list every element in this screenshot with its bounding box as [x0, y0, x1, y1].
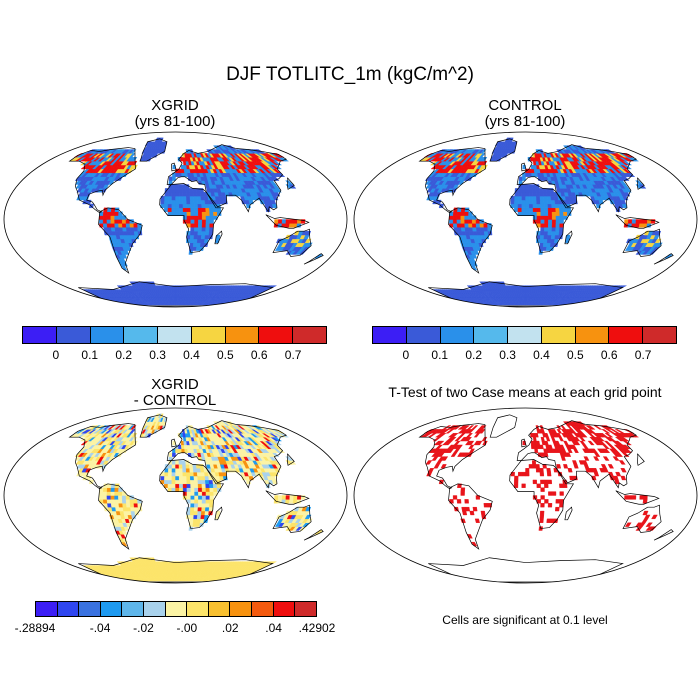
colorbar-tick-label: 0.2 — [465, 348, 482, 362]
colorbar-swatch — [23, 327, 57, 343]
colorbar-tick-label: -.28894 — [14, 621, 56, 635]
colorbar-swatch — [187, 602, 209, 616]
colorbar-tick-label: -.04 — [89, 621, 111, 635]
difference-colorbar — [35, 601, 317, 617]
colorbar-tick-label: 0.3 — [499, 348, 516, 362]
figure-title: DJF TOTLITC_1m (kgC/m^2) — [226, 64, 474, 85]
colorbar-tick-label: 0.2 — [115, 348, 132, 362]
colorbar-swatch — [36, 602, 58, 616]
difference-panel-title: XGRID - CONTROL — [35, 377, 315, 409]
colorbar-swatch — [225, 327, 260, 343]
colorbar-tick-label: 0.7 — [284, 348, 302, 362]
colorbar-swatch — [373, 327, 407, 343]
colorbar-swatch — [158, 327, 192, 343]
control-colorbar — [372, 326, 677, 344]
colorbar-swatch — [122, 602, 145, 616]
xgrid-colorbar — [22, 326, 327, 344]
colorbar-swatch — [508, 327, 542, 343]
colorbar-swatch — [259, 327, 294, 343]
colorbar-swatch — [273, 602, 296, 616]
ttest-map-grid — [353, 407, 698, 584]
colorbar-tick-label: -.02 — [133, 621, 154, 635]
colorbar-swatch — [293, 327, 327, 343]
colorbar-swatch — [609, 327, 644, 343]
colorbar-swatch — [643, 327, 677, 343]
colorbar-swatch — [90, 327, 125, 343]
colorbar-tick-label: .02 — [221, 621, 239, 635]
colorbar-tick-label: 0.5 — [216, 348, 234, 362]
colorbar-swatch — [165, 602, 188, 616]
ttest-title-line1: T-Test of two Case means at each grid po… — [388, 384, 662, 400]
colorbar-swatch — [252, 602, 274, 616]
control-panel-title: CONTROL (yrs 81-100) — [385, 98, 665, 130]
colorbar-swatch — [295, 602, 316, 616]
colorbar-tick-label: -.00 — [176, 621, 198, 635]
control-title-line2: (yrs 81-100) — [484, 113, 566, 130]
ttest-panel-title: T-Test of two Case means at each grid po… — [352, 384, 698, 400]
colorbar-swatch — [100, 602, 123, 616]
colorbar-tick-label: 0 — [52, 348, 60, 362]
colorbar-swatch — [124, 327, 159, 343]
colorbar-swatch — [57, 602, 80, 616]
colorbar-swatch — [440, 327, 475, 343]
colorbar-tick-label: 0.1 — [431, 348, 449, 362]
colorbar-tick-label: .42902 — [298, 621, 336, 635]
colorbar-tick-label: 0.3 — [149, 348, 166, 362]
colorbar-tick-label: 0 — [402, 348, 410, 362]
difference-title-line1: XGRID — [151, 376, 199, 393]
colorbar-swatch — [230, 602, 253, 616]
colorbar-tick-label: 0.4 — [183, 348, 200, 362]
colorbar-tick-label: 0.4 — [533, 348, 550, 362]
difference-map-grid — [3, 407, 348, 584]
xgrid-title-line2: (yrs 81-100) — [134, 113, 216, 130]
xgrid-map-grid — [3, 131, 348, 308]
control-map-grid — [353, 131, 698, 308]
colorbar-swatch — [575, 327, 610, 343]
colorbar-tick-label: 0.5 — [566, 348, 584, 362]
colorbar-swatch — [144, 602, 166, 616]
colorbar-swatch — [406, 327, 441, 343]
colorbar-tick-label: 0.7 — [634, 348, 652, 362]
colorbar-swatch — [191, 327, 226, 343]
control-title-line1: CONTROL — [488, 97, 562, 114]
colorbar-tick-label: 0.6 — [600, 348, 618, 362]
colorbar-tick-label: .04 — [265, 621, 282, 635]
colorbar-swatch — [79, 602, 101, 616]
significance-footnote: Cells are significant at 0.1 level — [442, 613, 608, 627]
colorbar-tick-label: 0.6 — [250, 348, 268, 362]
colorbar-swatch — [56, 327, 91, 343]
colorbar-swatch — [208, 602, 231, 616]
difference-title-line2: - CONTROL — [133, 392, 217, 409]
xgrid-panel-title: XGRID (yrs 81-100) — [35, 98, 315, 130]
colorbar-tick-label: 0.1 — [81, 348, 99, 362]
xgrid-title-line1: XGRID — [151, 97, 199, 114]
colorbar-swatch — [474, 327, 509, 343]
colorbar-swatch — [541, 327, 576, 343]
